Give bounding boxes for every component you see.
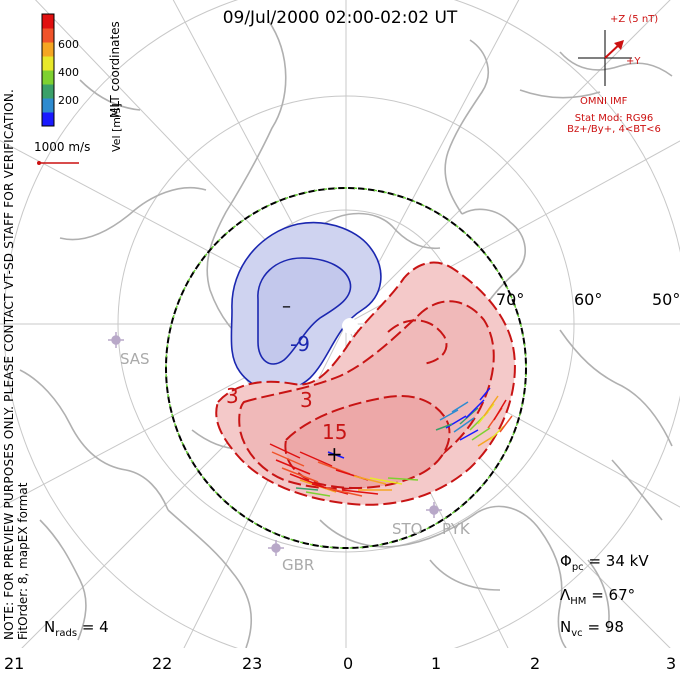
color-scale-segment bbox=[42, 84, 54, 99]
color-scale-segment bbox=[42, 98, 54, 113]
metric-nvc-symbol: N bbox=[560, 618, 572, 636]
mlt-label-0: 0 bbox=[343, 654, 354, 673]
color-scale-segment bbox=[42, 28, 54, 43]
station-markers bbox=[108, 332, 442, 556]
metric-nrads-sub: rads bbox=[55, 628, 78, 639]
latitude-label-60: 60° bbox=[574, 290, 603, 309]
metric-phi-symbol: Φ bbox=[560, 552, 572, 570]
metric-phi-value: = 34 kV bbox=[588, 552, 649, 570]
mlt-label-3: 3 bbox=[666, 654, 677, 673]
map-title: 09/Jul/2000 02:00-02:02 UT bbox=[222, 8, 458, 28]
preview-note: NOTE: FOR PREVIEW PURPOSES ONLY. PLEASE … bbox=[2, 88, 16, 640]
color-scale-segment bbox=[42, 14, 54, 29]
color-scale-frame bbox=[41, 13, 55, 127]
station-label-sto: STO bbox=[392, 520, 423, 538]
vector-scale-label: 1000 m/s bbox=[34, 140, 91, 154]
stat-model: Stat Mod: RG96 Bz+/By+, 4<BT<6 bbox=[556, 113, 672, 135]
metric-n-rads: Nrads = 4 bbox=[44, 618, 109, 639]
metric-phi-pc: Φpc = 34 kV bbox=[560, 552, 649, 573]
scale-tick-400: 400 bbox=[58, 66, 79, 79]
potential-max-symbol: + bbox=[326, 442, 343, 466]
velocity-color-scale bbox=[41, 13, 55, 127]
mlt-label-2: 2 bbox=[530, 654, 541, 673]
metric-nvc-value: = 98 bbox=[587, 618, 624, 636]
imf-z-label: +Z (5 nT) bbox=[610, 14, 659, 25]
mlt-label-21: 21 bbox=[4, 654, 25, 673]
scale-tick-600: 600 bbox=[58, 38, 79, 51]
metric-phi-sub: pc bbox=[571, 562, 584, 573]
contour-label-neg9: -9 bbox=[290, 332, 310, 356]
color-scale-segment bbox=[42, 56, 54, 71]
pole-marker bbox=[342, 318, 358, 334]
metric-lambda-hm: ΛHM = 67° bbox=[560, 586, 635, 607]
vector-scale bbox=[37, 161, 79, 165]
metric-lambda-sub: HM bbox=[570, 596, 587, 607]
negative-potential-cell bbox=[230, 221, 382, 392]
coordinates-label: MLT coordinates bbox=[108, 21, 122, 118]
mlt-label-1: 1 bbox=[431, 654, 442, 673]
velocity-vectors bbox=[269, 387, 513, 497]
metric-lambda-value: = 67° bbox=[591, 586, 636, 604]
metric-lambda-symbol: Λ bbox=[560, 586, 571, 604]
hm-boundary-green bbox=[165, 187, 527, 549]
mlt-label-23: 23 bbox=[242, 654, 263, 673]
positive-potential-cell bbox=[215, 261, 516, 506]
scale-tick-200: 200 bbox=[58, 94, 79, 107]
potential-min-symbol: – bbox=[282, 296, 291, 317]
metric-nvc-sub: vc bbox=[571, 628, 583, 639]
imf-source: OMNI IMF bbox=[580, 96, 628, 107]
contour-label-3-left: 3 bbox=[226, 384, 239, 408]
latitude-label-50: 50° bbox=[652, 290, 680, 309]
latitude-label-70: 70° bbox=[496, 290, 525, 309]
mlt-label-22: 22 bbox=[152, 654, 173, 673]
color-scale-segment bbox=[42, 70, 54, 85]
imf-y-label: +Y bbox=[626, 56, 641, 67]
color-scale-segment bbox=[42, 42, 54, 57]
color-scale-segment bbox=[42, 112, 54, 127]
metric-n-vc: Nvc = 98 bbox=[560, 618, 624, 639]
station-label-gbr: GBR bbox=[282, 556, 315, 574]
metric-nrads-value: = 4 bbox=[81, 618, 109, 636]
stat-model-line-1: Stat Mod: RG96 bbox=[574, 113, 654, 124]
stat-model-line-2: Bz+/By+, 4<BT<6 bbox=[567, 124, 661, 135]
station-label-pyk: PYK bbox=[442, 520, 470, 538]
contour-label-15: 15 bbox=[322, 420, 348, 444]
fit-order: FitOrder: 8, mapEX format bbox=[16, 482, 30, 640]
station-label-sas: SAS bbox=[120, 350, 150, 368]
contour-label-3-center: 3 bbox=[300, 388, 313, 412]
metric-nrads-symbol: N bbox=[44, 618, 56, 636]
hm-boundary bbox=[165, 187, 527, 549]
imf-dial bbox=[578, 30, 632, 86]
